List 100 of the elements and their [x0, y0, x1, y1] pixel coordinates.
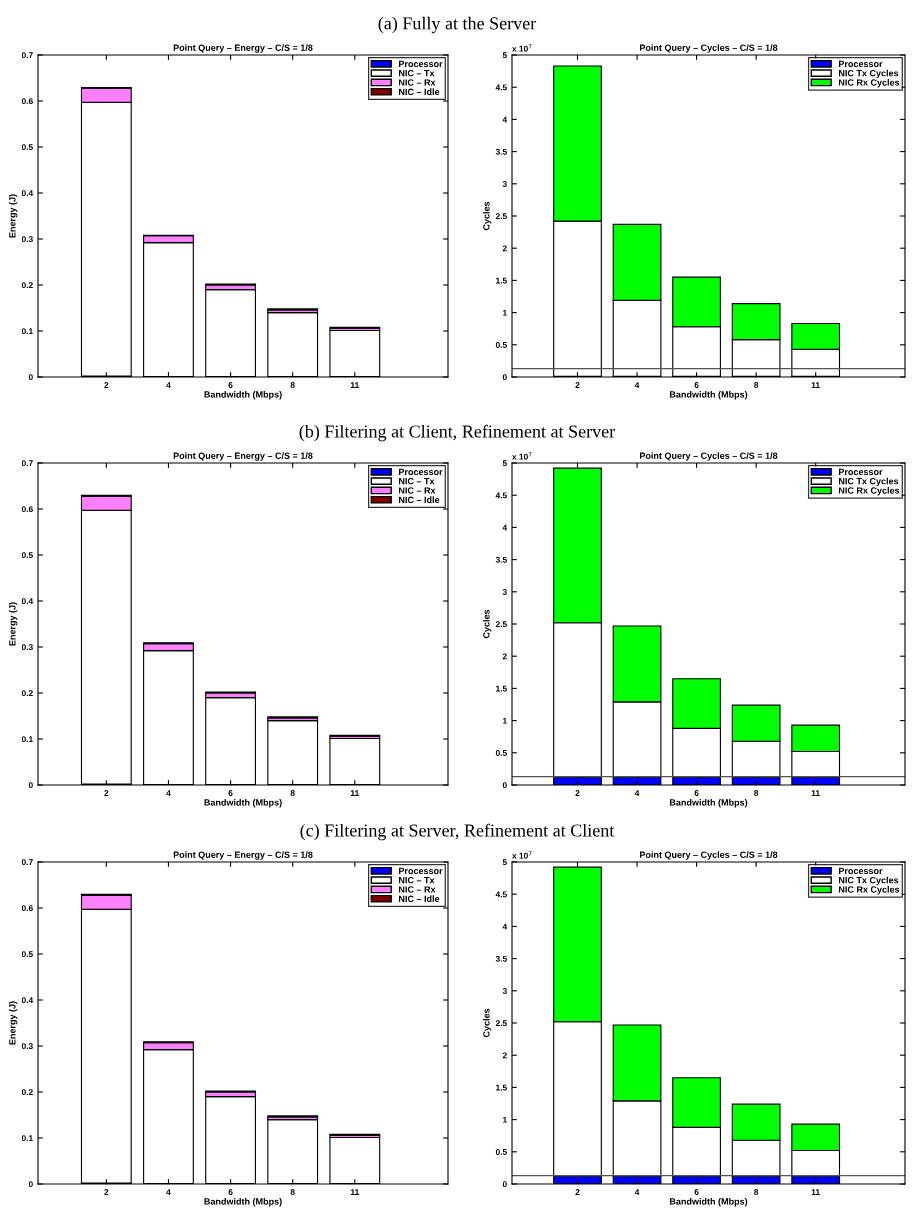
y-tick-label: 5 — [502, 460, 507, 467]
x-tick-label: 8 — [290, 382, 295, 388]
y-tick-label: 0.5 — [21, 951, 33, 958]
chart-title: Point Query – Energy – C/S = 1/8 — [173, 44, 313, 53]
y-tick-label: 5 — [502, 859, 507, 866]
x-tick-label: 4 — [166, 1189, 171, 1195]
x-tick-label: 11 — [350, 790, 359, 796]
y-tick-label: 1.5 — [496, 277, 507, 284]
legend-label: Processor — [838, 468, 883, 476]
y-tick-label: 0.4 — [21, 997, 34, 1004]
y-tick-label: 2.5 — [495, 621, 507, 628]
y-axis-title: Cycles — [482, 609, 492, 639]
x-tick-label: 2 — [104, 382, 109, 388]
legend-label: NIC Rx Cycles — [838, 886, 900, 895]
y-axis-title: Cycles — [482, 1008, 492, 1038]
chart-title: Point Query – Cycles – C/S = 1/8 — [639, 452, 778, 461]
y-tick-label: 2.5 — [495, 213, 507, 220]
legend-label: Processor — [399, 468, 443, 476]
x-tick-label: 11 — [811, 1189, 820, 1195]
y-tick-label: 0 — [28, 1181, 33, 1188]
x-tick-label: 2 — [575, 790, 580, 796]
legend-label: NIC Rx Cycles — [838, 487, 900, 496]
chart-title: Point Query – Cycles – C/S = 1/8 — [639, 851, 778, 860]
legend-label: Processor — [399, 867, 443, 875]
chart-title: Point Query – Cycles – C/S = 1/8 — [639, 44, 778, 53]
y-tick-label: 3.5 — [495, 148, 507, 155]
y-tick-label: 3.5 — [495, 556, 507, 563]
legend-label: NIC Tx Cycles — [838, 69, 899, 79]
x-tick-label: 11 — [350, 1189, 359, 1195]
x-axis-title: Bandwidth (Mbps) — [204, 391, 282, 400]
x-tick-label: 6 — [694, 790, 699, 796]
x-tick-label: 8 — [754, 790, 759, 796]
chart-title: Point Query – Energy – C/S = 1/8 — [173, 452, 313, 461]
y-tick-label: 0 — [502, 1181, 507, 1188]
y-tick-label: 1 — [503, 717, 507, 724]
y-tick-label: 0.7 — [21, 859, 33, 866]
y-tick-label: 4 — [502, 524, 508, 531]
y-tick-label: 0.1 — [21, 736, 33, 743]
y-tick-label: 0.6 — [21, 506, 33, 513]
y-tick-label: 4.5 — [495, 891, 507, 898]
y-tick-label: 0.2 — [21, 690, 33, 697]
y-tick-label: 0.6 — [21, 905, 33, 912]
y-tick-label: 0.5 — [495, 750, 507, 756]
y-axis-title: Energy (J) — [8, 602, 18, 646]
text: (c) Filtering at Server, Refinement at Client — [300, 823, 615, 841]
legend-label: Processor — [838, 867, 883, 875]
text: (b) Filtering at Client, Refinement at Server — [299, 424, 616, 442]
y-tick-label: 4.5 — [495, 84, 507, 91]
x-tick-label: 6 — [694, 1189, 699, 1195]
legend-label: NIC Tx Cycles — [838, 876, 899, 886]
y-tick-label: 0.3 — [21, 236, 33, 243]
x-tick-label: 4 — [166, 382, 171, 388]
x-tick-label: 2 — [575, 382, 580, 388]
y-tick-label: 0.2 — [21, 1089, 33, 1096]
legend-label: NIC Rx Cycles — [838, 79, 900, 88]
x-tick-label: 6 — [694, 382, 699, 388]
legend-label: NIC – Tx — [399, 69, 435, 77]
legend-label: NIC – Idle — [399, 895, 440, 902]
y-tick-label: 1.5 — [496, 1084, 507, 1091]
y-tick-label: 2.5 — [495, 1020, 507, 1027]
y-tick-label: 4 — [502, 116, 508, 123]
y-tick-label: 0.7 — [21, 52, 33, 59]
y-tick-label: 3 — [502, 988, 507, 994]
y-tick-label: 0.5 — [495, 342, 507, 348]
x-tick-label: 8 — [290, 790, 295, 796]
text: (a) Fully at the Server — [378, 16, 537, 34]
y-tick-label: 0.7 — [21, 460, 33, 467]
x-tick-label: 11 — [811, 382, 820, 388]
y-tick-label: 0 — [502, 782, 507, 789]
y-tick-label: 5 — [502, 52, 507, 59]
legend-label: Processor — [838, 60, 883, 68]
y-tick-label: 1 — [503, 1116, 507, 1123]
y-tick-label: 0.3 — [21, 1043, 33, 1050]
text: x 10$^{7}$ — [512, 851, 532, 859]
y-tick-label: 1.5 — [496, 685, 507, 692]
legend-label: NIC – Idle — [399, 496, 440, 503]
x-axis-title: Bandwidth (Mbps) — [204, 1198, 282, 1207]
legend-label: NIC – Rx — [399, 487, 436, 494]
x-tick-label: 8 — [754, 382, 759, 388]
y-tick-label: 0.4 — [21, 190, 34, 197]
y-tick-label: 0.5 — [21, 144, 33, 151]
x-tick-label: 4 — [634, 382, 640, 388]
y-axis-title: Energy (J) — [8, 1001, 18, 1045]
x-tick-label: 2 — [104, 1189, 109, 1195]
y-tick-label: 0.3 — [21, 644, 33, 651]
x-tick-label: 4 — [166, 790, 171, 796]
y-tick-label: 2 — [502, 653, 507, 660]
x-tick-label: 8 — [754, 1189, 759, 1195]
legend-label: NIC – Tx — [399, 477, 435, 485]
y-tick-label: 0 — [28, 782, 33, 789]
y-tick-label: 0.5 — [21, 552, 33, 559]
text: x 10$^{7}$ — [512, 44, 532, 52]
legend-label: NIC – Tx — [399, 876, 435, 884]
x-tick-label: 4 — [634, 1189, 640, 1195]
y-tick-label: 4 — [502, 923, 508, 930]
y-tick-label: 4.5 — [495, 492, 507, 499]
x-tick-label: 2 — [575, 1189, 580, 1195]
y-tick-label: 0.1 — [21, 1135, 33, 1142]
x-axis-title: Bandwidth (Mbps) — [669, 391, 748, 400]
text: x 10$^{7}$ — [512, 452, 532, 460]
